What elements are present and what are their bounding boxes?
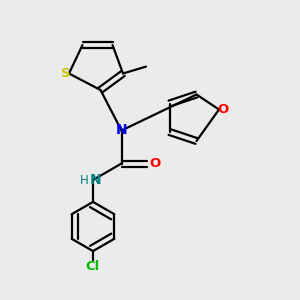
Text: Cl: Cl xyxy=(86,260,100,273)
Text: N: N xyxy=(90,173,101,187)
Text: O: O xyxy=(218,103,229,116)
Text: O: O xyxy=(149,157,160,170)
Text: H: H xyxy=(80,173,89,187)
Text: S: S xyxy=(61,67,71,80)
Text: N: N xyxy=(116,124,127,137)
